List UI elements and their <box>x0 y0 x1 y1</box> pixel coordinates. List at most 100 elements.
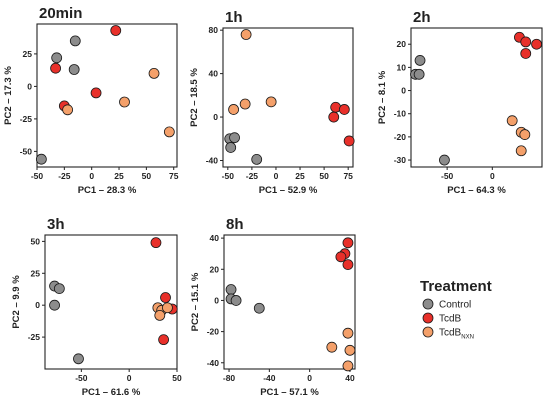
panel-2h: 2h -50 0 20 10 0 -10 -20 -30 PC1 – 64.3 % PC2 – 8.… <box>377 9 543 196</box>
panel-title: 20min <box>39 5 82 22</box>
x-tick-label: -50 <box>75 373 88 383</box>
y-tick-label: 0 <box>35 300 40 310</box>
x-tick-label: 0 <box>274 171 279 181</box>
y-tick-label: -50 <box>20 146 33 156</box>
point-tcdb <box>342 259 354 271</box>
plot-frame <box>222 27 354 168</box>
y-axis-label: PC2 – 15.1 % <box>190 272 201 331</box>
point-tcdb-nxn <box>344 344 356 356</box>
plot-frame <box>223 234 356 370</box>
panel-title: 8h <box>226 216 244 233</box>
y-tick-label: 0 <box>401 86 406 96</box>
point-control <box>251 153 263 165</box>
panel-1h: 1h -50 -25 0 25 50 75 80 40 0 -40 PC1 – 52.9 % PC2 –… <box>189 9 355 196</box>
x-tick-label: 0 <box>307 373 312 383</box>
point-tcdb-nxn <box>506 115 518 127</box>
plot-frame <box>44 234 178 370</box>
y-axis-label: PC2 – 9.9 % <box>11 275 22 329</box>
point-tcdb <box>520 36 532 48</box>
y-tick-label: 25 <box>31 268 41 278</box>
y-tick-label: -10 <box>394 109 407 119</box>
y-tick-label: 0 <box>213 112 218 122</box>
pca-panels: 20min -50 -25 0 25 50 75 25 0 -25 -50 PC1 – 28.3 % P… <box>3 5 543 398</box>
panel-title: 3h <box>47 216 65 233</box>
y-tick-label: 20 <box>397 39 407 49</box>
x-tick-label: 25 <box>114 171 124 181</box>
point-tcdb-nxn <box>228 104 239 115</box>
x-axis-label: PC1 – 61.6 % <box>82 387 141 398</box>
legend-label-subscript: NXN <box>461 335 474 341</box>
x-tick-label: -50 <box>441 171 454 181</box>
panel-title: 1h <box>225 9 243 26</box>
y-tick-label: 0 <box>214 295 219 305</box>
y-tick-label: 50 <box>31 236 41 246</box>
x-tick-label: 50 <box>142 171 152 181</box>
legend-label: TcdB <box>439 314 462 325</box>
y-tick-label: 20 <box>210 264 220 274</box>
point-tcdb-nxn <box>342 327 354 339</box>
point-tcdb-nxn <box>515 145 527 157</box>
point-tcdb <box>338 104 350 115</box>
legend-swatch <box>422 326 434 338</box>
panel-3h: 3h -50 0 50 50 25 0 -25 PC1 – 61.6 % PC2 – 9.9 % <box>11 216 182 398</box>
point-tcdb <box>335 251 347 263</box>
x-tick-label: -80 <box>223 373 236 383</box>
point-tcdb <box>110 25 122 36</box>
x-tick-label: -25 <box>246 171 259 181</box>
legend-label: Control <box>439 300 471 311</box>
point-tcdb-nxn <box>265 96 277 108</box>
point-tcdb <box>90 87 102 99</box>
y-tick-label: 10 <box>397 62 407 72</box>
point-control <box>68 64 80 75</box>
point-control <box>414 55 426 66</box>
point-tcdb-nxn <box>163 126 175 138</box>
point-tcdb-nxn <box>148 68 160 79</box>
x-tick-label: -25 <box>58 171 71 181</box>
point-control <box>229 132 240 144</box>
point-tcdb-nxn <box>326 341 338 353</box>
legend-swatch <box>422 298 434 310</box>
x-tick-label: 0 <box>490 171 495 181</box>
y-tick-label: 25 <box>23 49 33 59</box>
panel-title: 2h <box>413 9 431 26</box>
point-tcdb <box>50 62 61 74</box>
point-tcdb <box>343 135 355 147</box>
y-tick-label: -20 <box>394 132 407 142</box>
y-axis-label: PC2 – 18.5 % <box>189 68 200 127</box>
point-control <box>225 284 237 295</box>
x-tick-label: 0 <box>127 373 132 383</box>
point-control <box>69 35 81 47</box>
point-tcdb-nxn <box>239 98 251 110</box>
x-axis-label: PC1 – 64.3 % <box>447 185 506 196</box>
point-control <box>413 68 425 80</box>
point-control <box>225 142 237 153</box>
point-tcdb <box>160 292 171 303</box>
x-axis-label: PC1 – 28.3 % <box>78 185 137 196</box>
x-tick-label: 25 <box>295 171 305 181</box>
point-tcdb <box>328 111 340 123</box>
point-control <box>53 283 65 295</box>
point-tcdb-nxn <box>162 302 173 314</box>
legend-label: TcdBNXN <box>439 328 474 341</box>
point-control <box>49 299 60 311</box>
point-tcdb <box>520 48 532 59</box>
x-axis-label: PC1 – 52.9 % <box>259 185 318 196</box>
y-tick-label: 0 <box>27 81 32 91</box>
y-tick-label: -25 <box>28 332 41 342</box>
point-tcdb <box>342 237 354 249</box>
point-control <box>35 153 47 165</box>
y-tick-label: -40 <box>206 155 219 165</box>
legend: Treatment Control TcdB TcdBNXN <box>420 278 492 341</box>
x-axis-label: PC1 – 57.1 % <box>260 387 319 398</box>
y-tick-label: -30 <box>394 155 407 165</box>
x-tick-label: 0 <box>89 171 94 181</box>
point-tcdb <box>531 38 542 50</box>
y-tick-label: 40 <box>210 233 220 243</box>
y-tick-label: -40 <box>207 358 220 368</box>
plot-frame <box>410 27 543 168</box>
point-tcdb <box>158 334 170 346</box>
point-tcdb-nxn <box>240 29 252 40</box>
x-tick-label: 50 <box>172 373 182 383</box>
